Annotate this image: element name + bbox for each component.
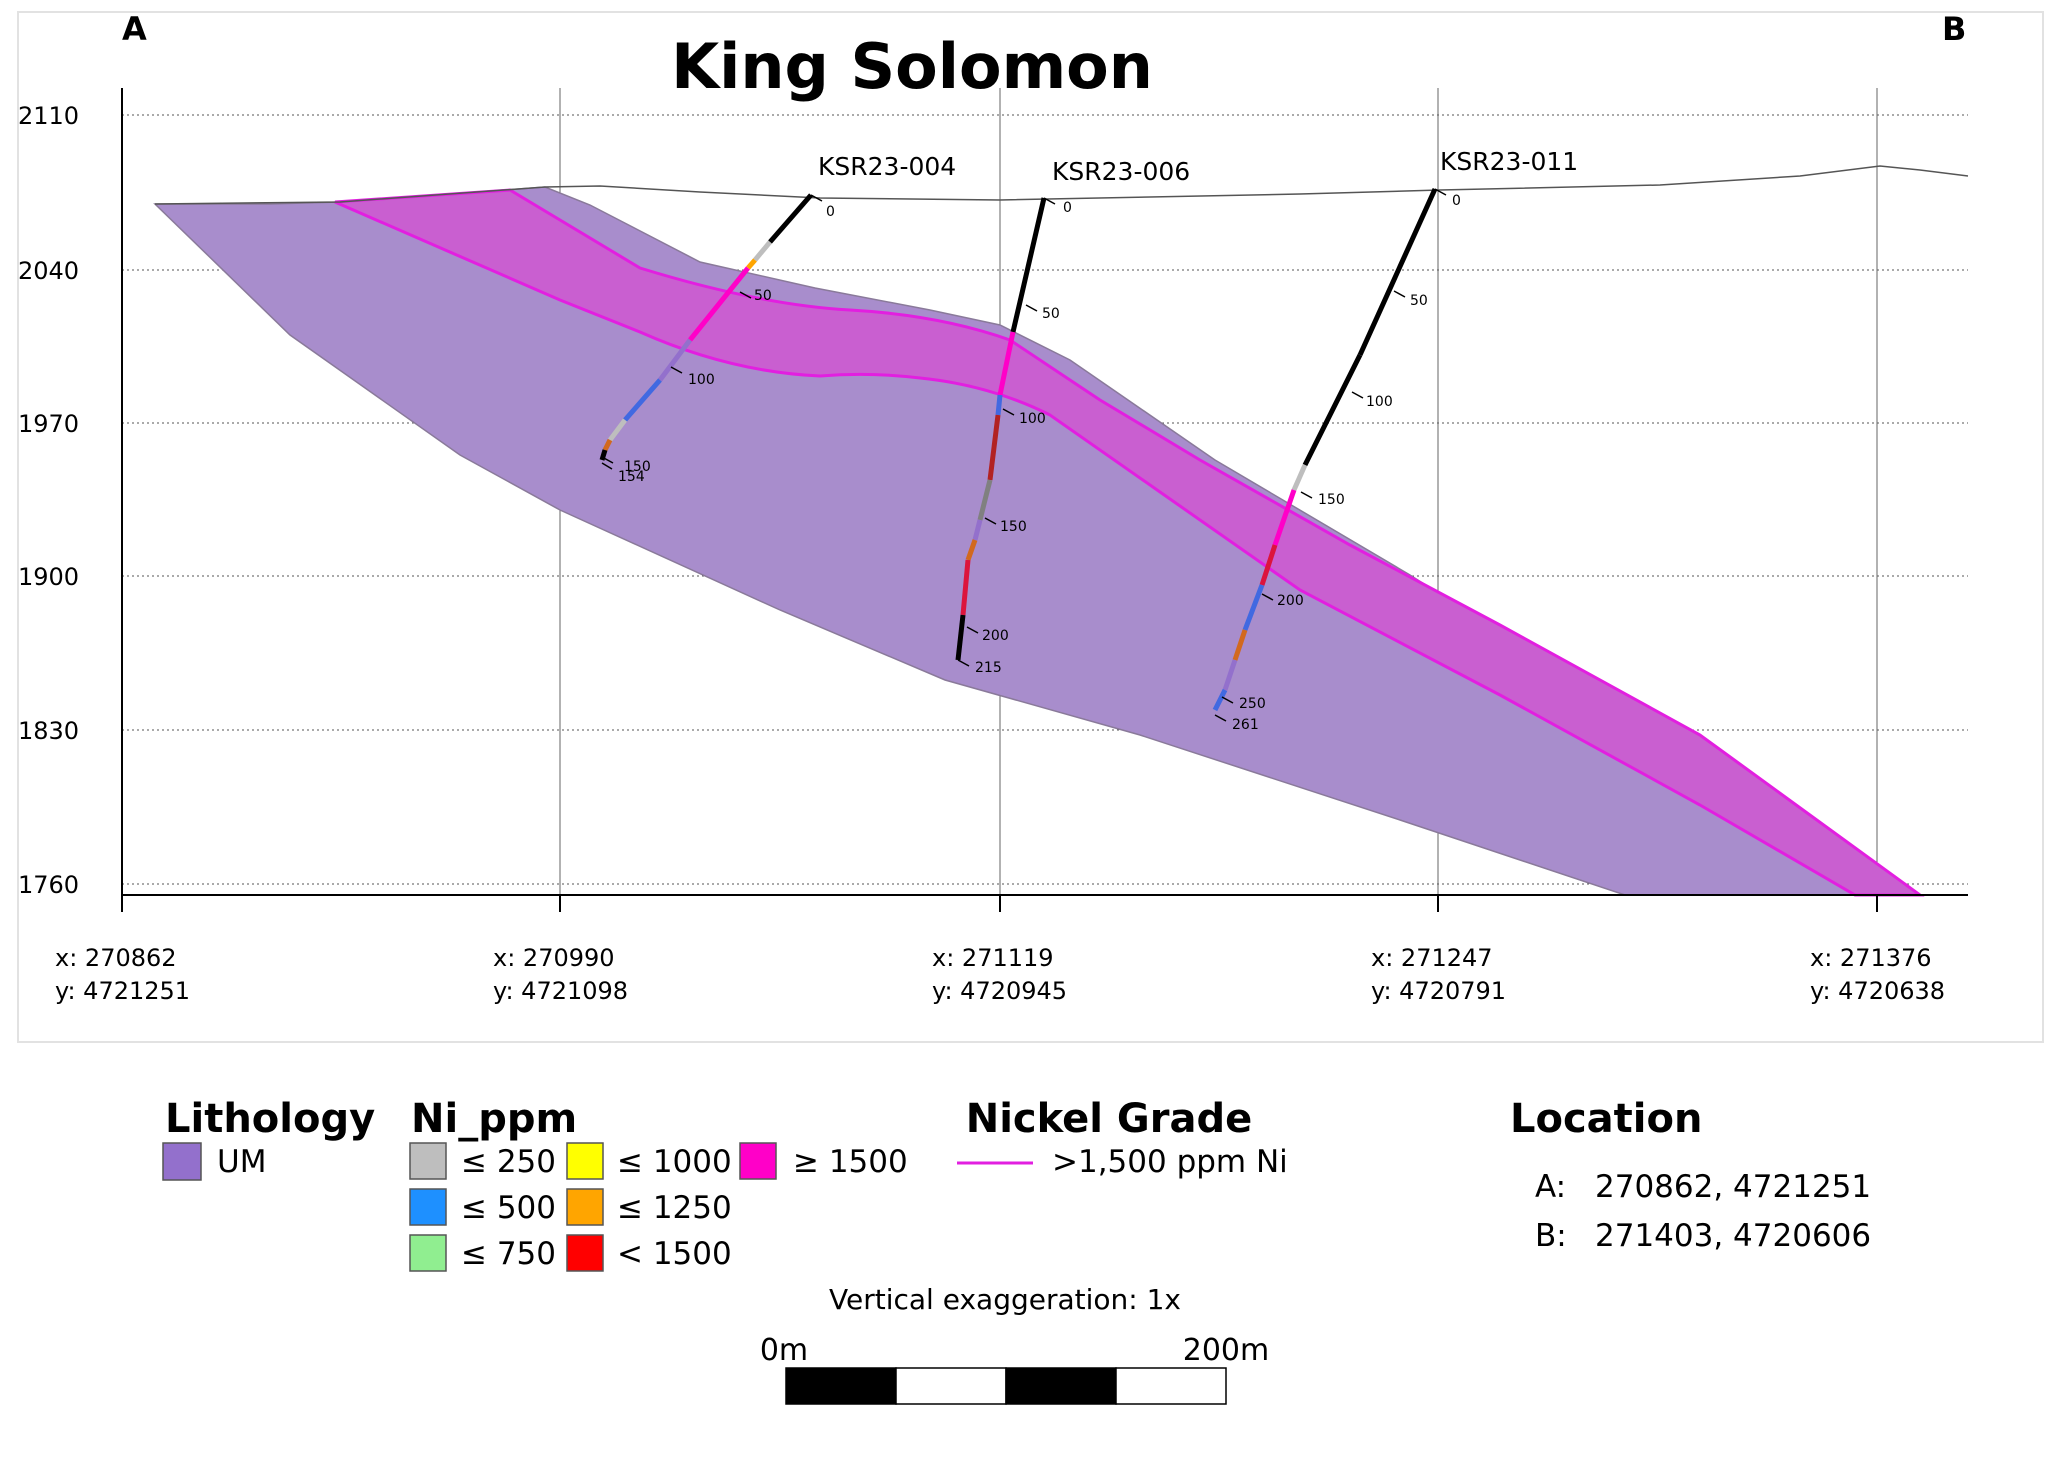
depth-label: 0: [1452, 193, 1461, 209]
legend-label: ≤ 750: [461, 1236, 556, 1272]
depth-label: 50: [1042, 306, 1060, 322]
x-axis-ticks: [121, 895, 1878, 912]
legend-title: Lithology: [165, 1096, 375, 1142]
coord-label-y: y: 4720791: [1371, 977, 1506, 1005]
x-axis-labels: x: 270862 y: 4721251 x: 270990 y: 472109…: [55, 944, 1945, 1005]
drillhole-name: KSR23-004: [818, 152, 956, 181]
topography-line: [154, 165, 1969, 205]
legend-nickel-grade: Nickel Grade >1,500 ppm Ni: [957, 1096, 1288, 1180]
elevation-label: 2040: [18, 257, 79, 285]
coord-label-x: x: 270862: [55, 944, 177, 972]
legend-label: ≤ 250: [461, 1144, 556, 1180]
legend-swatch: [409, 1142, 447, 1180]
depth-label: 0: [1063, 200, 1072, 216]
depth-label: 261: [1232, 717, 1259, 733]
depth-label: 50: [1410, 293, 1428, 309]
depth-label: 215: [975, 660, 1002, 676]
location-key: A:: [1535, 1169, 1566, 1205]
legend-location: Location A: 270862, 4721251 B: 271403, 4…: [1510, 1096, 1871, 1254]
y-axis-labels: 2110 2040 1970 1900 1830 1760: [18, 102, 79, 899]
location-value: 270862, 4721251: [1595, 1169, 1871, 1205]
legend-label: ≤ 500: [461, 1190, 556, 1226]
coord-label-x: x: 271247: [1371, 944, 1493, 972]
legend-label: ≤ 1250: [617, 1190, 732, 1226]
location-key: B:: [1535, 1218, 1567, 1254]
section-end-label-a: A: [122, 10, 147, 48]
elevation-label: 1900: [18, 563, 79, 591]
elevation-label: 2110: [18, 102, 79, 130]
legend-title: Nickel Grade: [966, 1096, 1253, 1142]
depth-label: 200: [982, 628, 1009, 644]
elevation-label: 1760: [18, 871, 79, 899]
legend-swatch: [739, 1142, 777, 1180]
coord-label-x: x: 271119: [932, 944, 1054, 972]
drillhole-name: KSR23-006: [1052, 157, 1190, 186]
legend-title: Ni_ppm: [411, 1096, 577, 1142]
scale-bar-start-label: 0m: [760, 1333, 808, 1368]
coord-label-y: y: 4721098: [493, 977, 628, 1005]
drillhole-ksr23-011: KSR23-011 0 50 100 150 200 250 261: [1212, 147, 1578, 733]
location-value: 271403, 4720606: [1595, 1218, 1871, 1254]
section-end-label-b: B: [1942, 10, 1966, 48]
coord-label-y: y: 4721251: [55, 977, 190, 1005]
um-lithology-body: [153, 186, 1923, 896]
depth-label: 150: [624, 459, 651, 475]
depth-label: 50: [754, 288, 772, 304]
legend-label: ≤ 1000: [617, 1144, 732, 1180]
depth-label: 100: [1366, 394, 1393, 410]
depth-label: 150: [1000, 519, 1027, 535]
depth-label: 100: [688, 372, 715, 388]
legend-swatch: [409, 1234, 447, 1272]
scale-bar: 0m 200m: [760, 1333, 1269, 1405]
depth-label: 250: [1239, 696, 1266, 712]
legend-lithology: Lithology UM: [162, 1096, 375, 1181]
drillhole-name: KSR23-011: [1440, 147, 1578, 176]
legend-swatch: [409, 1188, 447, 1226]
drillhole-ksr23-004: KSR23-004 0 50 100 150 154: [599, 152, 956, 485]
depth-label: 0: [826, 204, 835, 220]
coord-label-x: x: 270990: [493, 944, 615, 972]
coord-label-y: y: 4720945: [932, 977, 1067, 1005]
legend-label: >1,500 ppm Ni: [1052, 1144, 1288, 1180]
legend-swatch: [566, 1234, 604, 1272]
depth-label: 200: [1277, 593, 1304, 609]
legend-swatch: [566, 1188, 604, 1226]
coord-label-y: y: 4720638: [1810, 977, 1945, 1005]
elevation-label: 1970: [18, 410, 79, 438]
depth-label: 154: [618, 469, 645, 485]
scale-bar-end-label: 200m: [1183, 1333, 1269, 1368]
depth-label: 150: [1318, 492, 1345, 508]
vertical-exaggeration-note: Vertical exaggeration: 1x: [829, 1283, 1181, 1316]
coord-label-x: x: 271376: [1810, 944, 1932, 972]
legend-swatch-um: [162, 1142, 202, 1181]
legend-swatch: [566, 1142, 604, 1180]
elevation-label: 1830: [18, 717, 79, 745]
legend-label: ≥ 1500: [793, 1144, 908, 1180]
legend-title: Location: [1510, 1096, 1702, 1142]
drillhole-ksr23-006: KSR23-006 0 50 100 150 200 215: [955, 157, 1190, 676]
map-frame: [17, 11, 2044, 1043]
depth-label: 100: [1019, 411, 1046, 427]
legend-ni-ppm: Ni_ppm ≤ 250 ≤ 500 ≤ 750 ≤ 1000 ≤ 1250 <…: [409, 1096, 908, 1272]
legend-label: UM: [217, 1144, 266, 1180]
section-title: King Solomon: [671, 30, 1153, 103]
high-grade-zone: [334, 188, 1925, 897]
legend-label: < 1500: [617, 1236, 732, 1272]
